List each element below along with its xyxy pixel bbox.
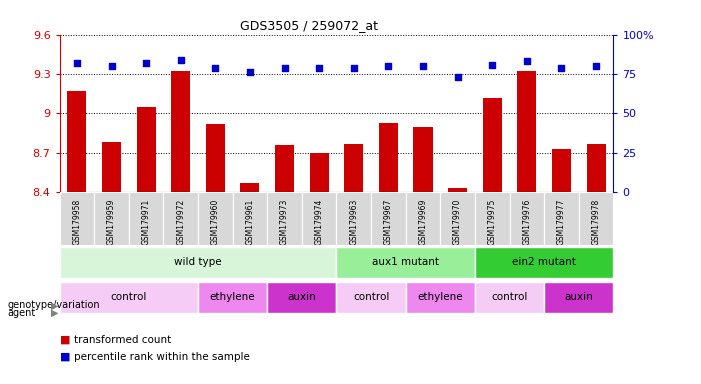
Point <box>417 63 428 69</box>
Text: percentile rank within the sample: percentile rank within the sample <box>74 352 250 362</box>
Bar <box>587 144 606 192</box>
Text: agent: agent <box>7 308 35 318</box>
Title: GDS3505 / 259072_at: GDS3505 / 259072_at <box>240 19 378 32</box>
FancyBboxPatch shape <box>60 192 94 245</box>
Bar <box>483 98 502 192</box>
Text: ethylene: ethylene <box>418 292 463 302</box>
Text: GSM179958: GSM179958 <box>72 199 81 245</box>
FancyBboxPatch shape <box>302 192 336 245</box>
Bar <box>240 183 259 192</box>
Point <box>245 70 256 76</box>
FancyBboxPatch shape <box>544 192 579 245</box>
FancyBboxPatch shape <box>163 192 198 245</box>
FancyBboxPatch shape <box>336 192 371 245</box>
Text: GSM179969: GSM179969 <box>418 199 428 245</box>
Text: control: control <box>491 292 528 302</box>
Point <box>210 65 221 71</box>
FancyBboxPatch shape <box>60 281 198 313</box>
Point <box>486 61 498 68</box>
Text: GSM179963: GSM179963 <box>349 199 358 245</box>
Point <box>279 65 290 71</box>
Bar <box>344 144 363 192</box>
Point <box>348 65 360 71</box>
Text: GSM179973: GSM179973 <box>280 199 289 245</box>
Text: GSM179967: GSM179967 <box>384 199 393 245</box>
FancyBboxPatch shape <box>475 192 510 245</box>
Point <box>452 74 463 80</box>
Bar <box>517 71 536 192</box>
FancyBboxPatch shape <box>475 281 544 313</box>
Text: GSM179978: GSM179978 <box>592 199 601 245</box>
Text: GSM179976: GSM179976 <box>522 199 531 245</box>
Point <box>522 58 533 65</box>
FancyBboxPatch shape <box>94 192 129 245</box>
Bar <box>102 142 121 192</box>
FancyBboxPatch shape <box>406 281 475 313</box>
Text: GSM179972: GSM179972 <box>176 199 185 245</box>
Bar <box>552 149 571 192</box>
Text: GSM179971: GSM179971 <box>142 199 151 245</box>
FancyBboxPatch shape <box>129 192 163 245</box>
FancyBboxPatch shape <box>475 247 613 278</box>
Text: ▶: ▶ <box>50 308 58 318</box>
Text: GSM179961: GSM179961 <box>245 199 254 245</box>
Bar <box>206 124 225 192</box>
Text: ■: ■ <box>60 335 70 345</box>
FancyBboxPatch shape <box>267 281 336 313</box>
Text: control: control <box>353 292 389 302</box>
FancyBboxPatch shape <box>510 192 544 245</box>
Bar <box>67 91 86 192</box>
Text: wild type: wild type <box>175 257 222 266</box>
FancyBboxPatch shape <box>440 192 475 245</box>
FancyBboxPatch shape <box>544 281 613 313</box>
Text: ethylene: ethylene <box>210 292 255 302</box>
Bar <box>414 127 433 192</box>
Text: GSM179970: GSM179970 <box>453 199 462 245</box>
Text: auxin: auxin <box>564 292 593 302</box>
Text: GSM179959: GSM179959 <box>107 199 116 245</box>
Bar <box>379 122 398 192</box>
Text: GSM179977: GSM179977 <box>557 199 566 245</box>
Point <box>590 63 601 69</box>
Text: GSM179974: GSM179974 <box>315 199 324 245</box>
Text: auxin: auxin <box>287 292 316 302</box>
FancyBboxPatch shape <box>60 247 336 278</box>
Text: ▶: ▶ <box>50 300 58 310</box>
FancyBboxPatch shape <box>267 192 302 245</box>
Point <box>140 60 151 66</box>
Bar <box>448 188 467 192</box>
FancyBboxPatch shape <box>371 192 406 245</box>
Text: genotype/variation: genotype/variation <box>7 300 100 310</box>
Text: aux1 mutant: aux1 mutant <box>372 257 440 266</box>
Point <box>383 63 394 69</box>
Text: transformed count: transformed count <box>74 335 171 345</box>
Bar <box>171 71 190 192</box>
FancyBboxPatch shape <box>198 192 233 245</box>
Point <box>556 65 567 71</box>
Text: ein2 mutant: ein2 mutant <box>512 257 576 266</box>
FancyBboxPatch shape <box>579 192 613 245</box>
FancyBboxPatch shape <box>406 192 440 245</box>
FancyBboxPatch shape <box>336 247 475 278</box>
Point <box>72 60 83 66</box>
FancyBboxPatch shape <box>336 281 406 313</box>
Bar <box>275 145 294 192</box>
Text: ■: ■ <box>60 352 70 362</box>
Point <box>106 63 117 69</box>
Bar <box>137 107 156 192</box>
Text: control: control <box>111 292 147 302</box>
Bar <box>310 153 329 192</box>
Text: GSM179960: GSM179960 <box>211 199 220 245</box>
Point <box>313 65 325 71</box>
FancyBboxPatch shape <box>198 281 267 313</box>
Point <box>175 57 186 63</box>
FancyBboxPatch shape <box>233 192 267 245</box>
Text: GSM179975: GSM179975 <box>488 199 497 245</box>
